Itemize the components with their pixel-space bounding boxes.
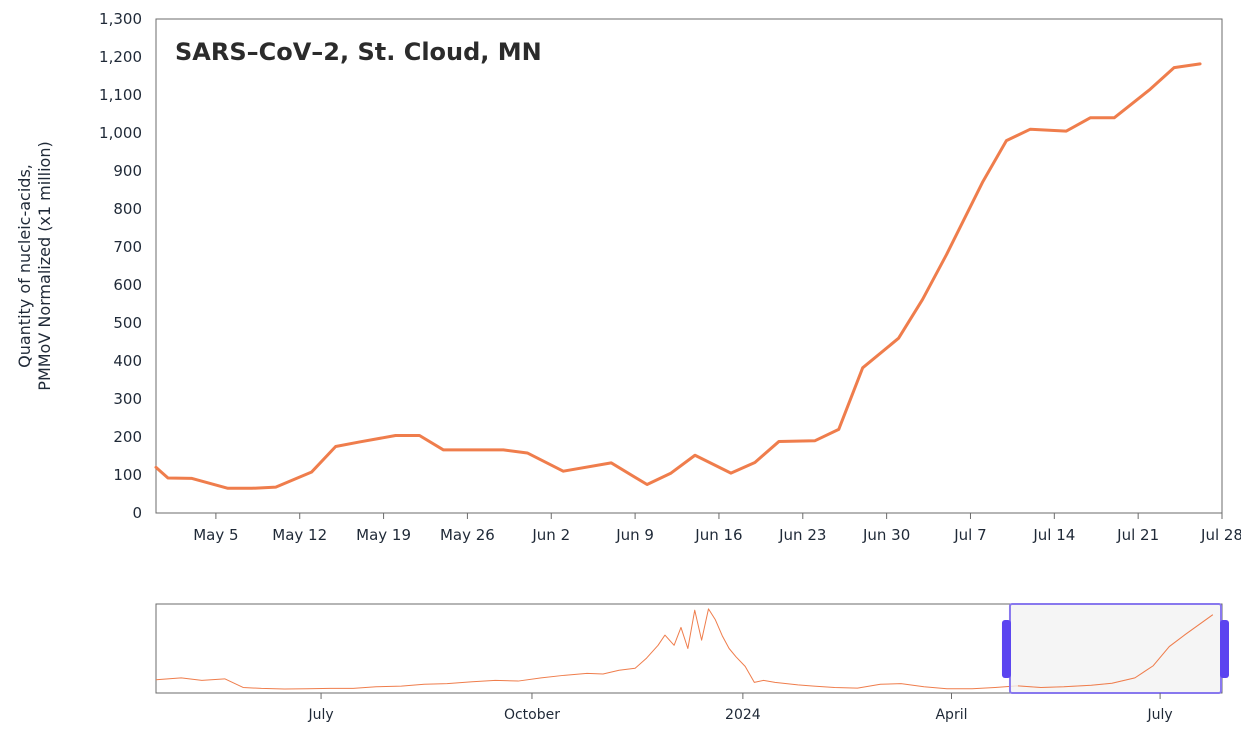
y-tick-label: 900 [113,162,142,180]
y-tick-label: 600 [113,276,142,294]
navigator-selection-window[interactable] [1008,603,1223,694]
x-tick-label: May 26 [440,526,495,544]
series-line [154,62,1202,490]
navigator-series-line [155,608,1214,690]
x-tick-label: Jul 7 [953,526,986,544]
x-tick-label: Jun 23 [778,526,826,544]
y-tick-label: 1,200 [99,48,142,66]
navigator-right-handle[interactable] [1220,620,1229,678]
navigator-left-handle[interactable] [1001,620,1011,678]
y-tick-label: 400 [113,352,142,370]
y-tick-label: 300 [113,390,142,408]
y-axis: 0 100 200 300 400 500 600 700 800 900 1,000 1,100 1,… [99,10,142,522]
x-tick-label: Jun 16 [694,526,742,544]
navigator-series [155,608,1214,690]
navigator-selected-series-line [1017,614,1214,688]
x-tick-label: Jul 28 [1200,526,1241,544]
range-navigator[interactable]: July October 2024 April July [155,603,1229,723]
navigator-tick-label: April [935,707,967,723]
y-axis-title-line2: PMMoV Normalized (x1 million) [35,141,54,390]
y-tick-label: 200 [113,428,142,446]
plot-area [155,18,1223,514]
x-tick-label: Jun 30 [862,526,910,544]
y-tick-label: 0 [132,504,142,522]
y-axis-title-line1: Quantity of nucleic-acids, [15,164,34,368]
x-tick-label: Jul 21 [1116,526,1159,544]
navigator-tick-label: July [1147,707,1173,723]
y-tick-label: 800 [113,200,142,218]
navigator-tick-label: 2024 [725,707,761,723]
series-layer [154,62,1202,490]
navigator-tick-label: October [504,707,560,723]
y-tick-label: 700 [113,238,142,256]
x-tick-label: May 19 [356,526,411,544]
x-tick-label: Jun 2 [531,526,570,544]
x-axis: May 5 May 12 May 19 May 26 Jun 2 Jun 9 Jun 16 J… [193,513,1241,544]
x-tick-label: Jul 14 [1032,526,1075,544]
y-tick-label: 1,100 [99,86,142,104]
y-tick-label: 1,000 [99,124,142,142]
x-tick-label: Jun 9 [615,526,654,544]
navigator-tick-label: July [307,707,333,723]
y-tick-label: 100 [113,466,142,484]
y-tick-label: 1,300 [99,10,142,28]
x-tick-label: May 12 [272,526,327,544]
x-tick-label: May 5 [193,526,238,544]
navigator-x-axis: July October 2024 April July [307,693,1173,723]
navigator-selection[interactable] [1001,603,1229,694]
y-tick-label: 500 [113,314,142,332]
y-axis-title: Quantity of nucleic-acids, PMMoV Normali… [15,141,54,390]
chart-title: SARS–CoV–2, St. Cloud, MN [175,38,542,66]
